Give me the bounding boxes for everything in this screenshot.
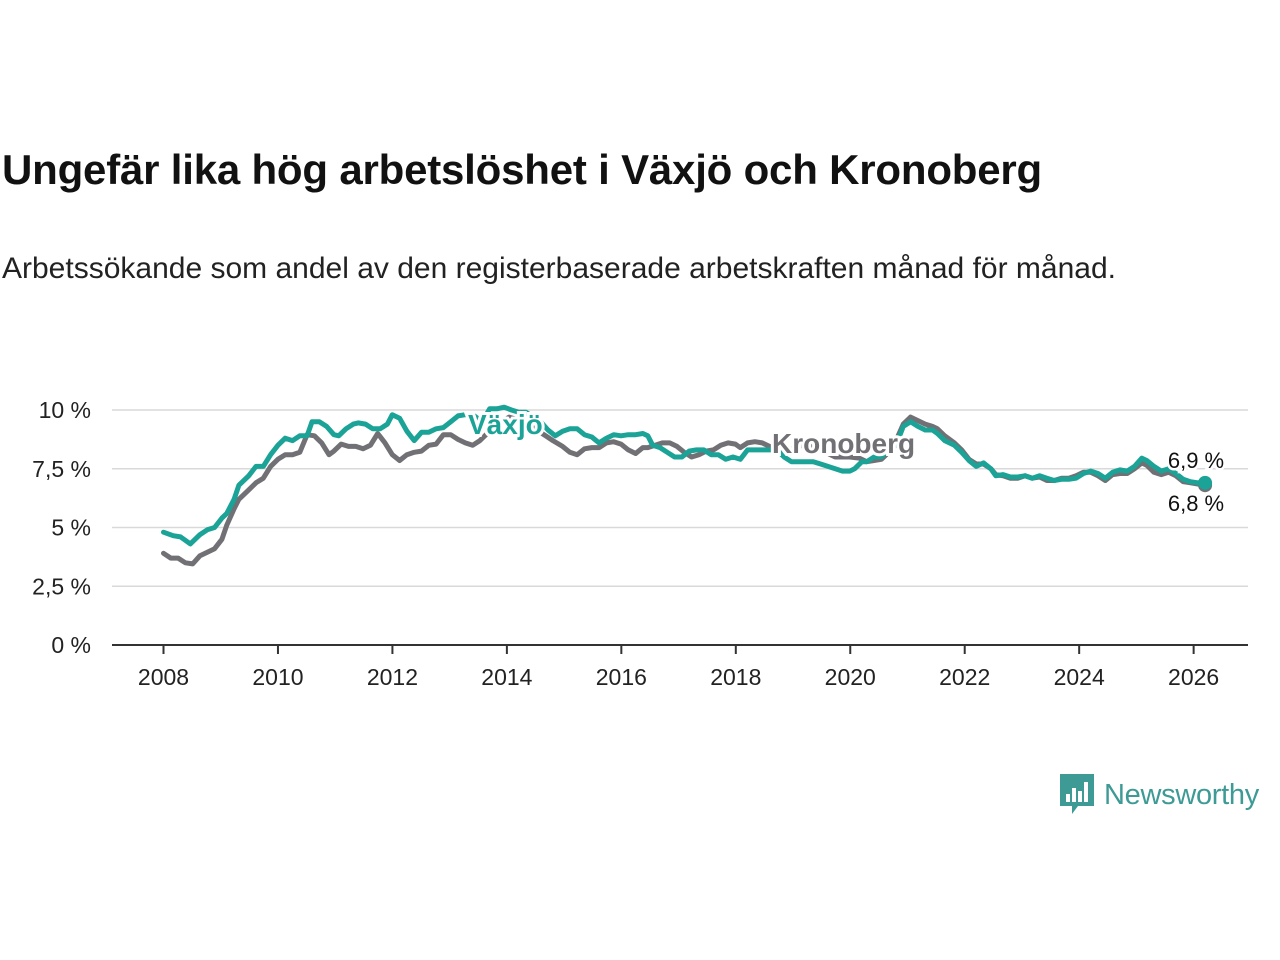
x-axis-ticks <box>162 645 1195 654</box>
series-line-kronoberg <box>161 414 1208 567</box>
x-tick-label: 2024 <box>1054 664 1105 690</box>
x-tick-label: 2020 <box>825 664 876 690</box>
x-tick-label: 2018 <box>710 664 761 690</box>
x-tick-label: 2010 <box>252 664 303 690</box>
newsworthy-logo-icon <box>1060 774 1094 814</box>
y-tick-label: 2,5 % <box>32 573 91 599</box>
series-label-kronoberg: Kronoberg <box>772 428 915 459</box>
end-value-label-kronoberg: 6,8 % <box>1168 491 1224 516</box>
series-line-vaxjo <box>161 404 1208 547</box>
x-tick-label: 2022 <box>939 664 990 690</box>
series-labels: Växjö 6,9 % Kronoberg 6,8 % <box>465 406 1227 519</box>
series-lines <box>161 404 1213 567</box>
line-chart: 0 % 2,5 % 5 % 7,5 % 10 % 2008 2010 2012 2014 201… <box>32 397 1248 690</box>
y-tick-label: 7,5 % <box>32 456 91 482</box>
newsworthy-brand[interactable]: Newsworthy <box>1058 772 1259 818</box>
x-tick-label: 2016 <box>596 664 647 690</box>
y-tick-label: 5 % <box>51 515 91 541</box>
y-tick-label: 0 % <box>51 632 91 658</box>
series-label-vaxjo: Växjö <box>468 409 543 440</box>
brand-name: Newsworthy <box>1104 778 1259 811</box>
x-tick-label: 2026 <box>1168 664 1219 690</box>
x-tick-label: 2012 <box>367 664 418 690</box>
chart-subtitle: Arbetssökande som andel av den registerb… <box>2 252 1116 285</box>
chart-title: Ungefär lika hög arbetslöshet i Växjö oc… <box>2 146 1042 193</box>
x-axis-labels: 2008 2010 2012 2014 2016 2018 2020 2022 2024 2026 <box>138 664 1219 690</box>
end-marker <box>1198 475 1213 490</box>
y-axis-labels: 0 % 2,5 % 5 % 7,5 % 10 % <box>32 397 91 658</box>
x-tick-label: 2014 <box>481 664 532 690</box>
gridlines <box>112 409 1248 587</box>
x-tick-label: 2008 <box>138 664 189 690</box>
end-value-label-vaxjo: 6,9 % <box>1168 448 1224 473</box>
y-tick-label: 10 % <box>39 397 91 423</box>
